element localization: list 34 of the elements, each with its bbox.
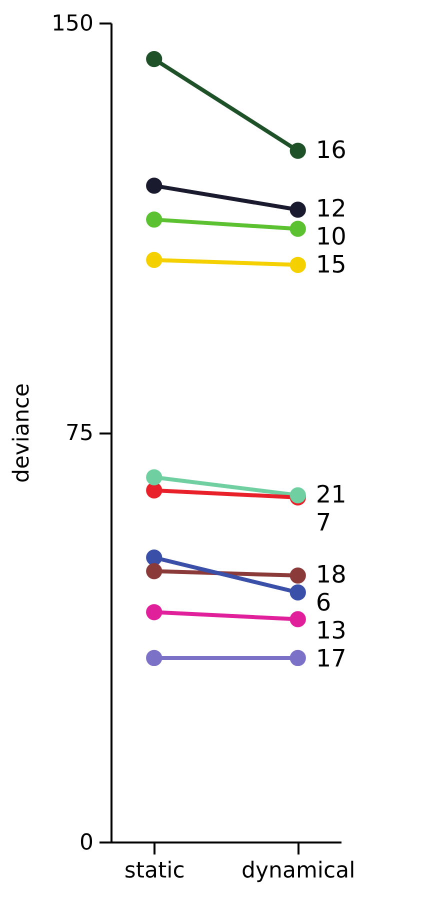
point bbox=[146, 650, 162, 666]
point bbox=[290, 568, 306, 584]
series-label: 13 bbox=[316, 616, 346, 645]
series-label: 7 bbox=[316, 508, 332, 536]
series-label: 18 bbox=[316, 560, 346, 589]
point bbox=[290, 650, 306, 666]
series-label: 17 bbox=[316, 644, 346, 673]
y-tick-label: 75 bbox=[66, 421, 94, 446]
point bbox=[290, 202, 306, 218]
series-label: 21 bbox=[316, 480, 346, 508]
series-label: 16 bbox=[316, 136, 346, 164]
x-tick-label: static bbox=[124, 858, 185, 884]
point bbox=[146, 252, 162, 268]
point bbox=[290, 611, 306, 628]
point bbox=[146, 482, 162, 498]
x-tick-label: dynamical bbox=[242, 858, 356, 884]
point bbox=[146, 212, 162, 228]
series-label: 6 bbox=[316, 588, 332, 617]
point bbox=[290, 584, 306, 601]
point bbox=[290, 142, 306, 159]
y-tick-label: 0 bbox=[80, 830, 94, 856]
y-tick-label: 150 bbox=[52, 12, 94, 36]
series-label: 12 bbox=[316, 194, 346, 223]
y-axis-title: deviance bbox=[10, 383, 35, 483]
point bbox=[146, 178, 162, 194]
point bbox=[146, 50, 162, 68]
point bbox=[290, 220, 306, 237]
series-label: 10 bbox=[316, 222, 346, 251]
point bbox=[146, 549, 162, 566]
point bbox=[290, 256, 306, 273]
point bbox=[146, 563, 162, 580]
point bbox=[146, 604, 162, 620]
point bbox=[146, 469, 162, 486]
series-label: 15 bbox=[316, 250, 346, 279]
